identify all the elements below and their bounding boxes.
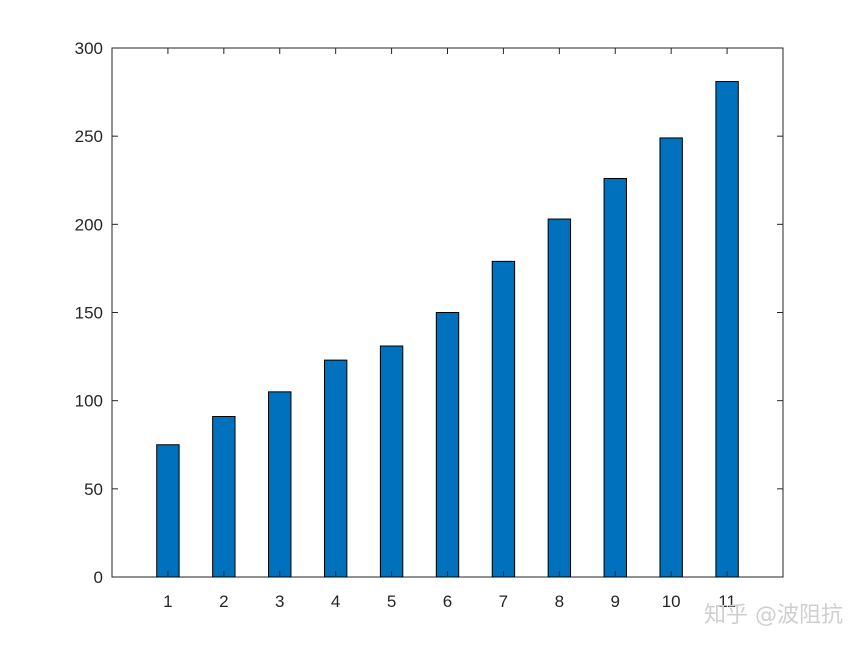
bar-2	[212, 416, 236, 578]
bar-7	[491, 260, 516, 578]
bar-11	[715, 81, 739, 578]
x-tick-label: 10	[662, 592, 681, 611]
y-tick-label: 50	[84, 480, 103, 499]
y-tick-label: 0	[94, 568, 103, 587]
bar-8	[547, 218, 572, 578]
x-tick-label: 4	[331, 592, 340, 611]
x-tick-label: 5	[387, 592, 396, 611]
bar-3	[268, 391, 292, 578]
x-tick-label: 9	[611, 592, 620, 611]
bar-4	[323, 359, 348, 578]
bar-6	[435, 312, 460, 578]
bar-series	[156, 81, 739, 578]
bar-1	[156, 444, 180, 578]
x-axis: 1 2 3 4 5 6 7 8 9 10 11	[163, 48, 736, 611]
x-tick-label: 6	[443, 592, 452, 611]
watermark: 知乎 @波阻抗	[704, 603, 843, 628]
bar-10	[659, 137, 683, 578]
y-tick-label: 150	[75, 304, 103, 323]
bar-9	[603, 177, 627, 578]
y-tick-label: 250	[75, 127, 103, 146]
x-tick-label: 1	[163, 592, 172, 611]
x-tick-label: 2	[219, 592, 228, 611]
x-tick-label: 3	[275, 592, 284, 611]
x-tick-label: 8	[555, 592, 564, 611]
x-tick-label: 11	[718, 592, 736, 611]
y-axis: 0 50 100 150 200 250 300	[75, 39, 783, 587]
x-tick-label: 7	[499, 592, 508, 611]
y-tick-label: 300	[75, 39, 103, 58]
y-tick-label: 100	[75, 392, 103, 411]
bar-5	[379, 345, 404, 578]
y-tick-label: 200	[75, 215, 103, 234]
